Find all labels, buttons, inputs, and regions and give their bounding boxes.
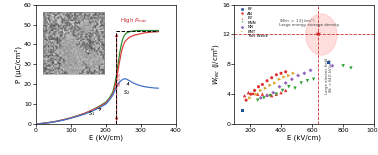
Point	[252, 89, 258, 92]
Point	[340, 65, 346, 67]
Text: Large energy storage density: Large energy storage density	[279, 23, 340, 27]
Point	[259, 83, 265, 86]
Point	[272, 82, 278, 84]
Point	[256, 85, 262, 88]
Point	[286, 85, 292, 88]
Point	[281, 76, 287, 78]
Ellipse shape	[306, 14, 337, 55]
Text: $S_2$: $S_2$	[122, 83, 130, 97]
Point	[311, 78, 317, 80]
X-axis label: E (kV/cm): E (kV/cm)	[89, 135, 123, 141]
Y-axis label: $W_{rec}$ (J/cm³): $W_{rec}$ (J/cm³)	[210, 43, 221, 85]
Point	[273, 73, 279, 76]
Point	[253, 93, 259, 95]
Point	[292, 87, 298, 89]
Point	[264, 94, 270, 96]
Point	[239, 109, 245, 112]
Point	[283, 82, 289, 84]
Point	[315, 33, 321, 35]
Point	[258, 89, 264, 92]
Point	[258, 97, 264, 99]
Point	[269, 77, 275, 79]
Point	[250, 92, 256, 95]
Point	[259, 93, 265, 95]
Point	[269, 94, 275, 97]
Point	[301, 72, 307, 75]
Point	[286, 74, 292, 77]
Text: ($E_b$ > 640 kV/cm): ($E_b$ > 640 kV/cm)	[327, 58, 335, 93]
Point	[255, 93, 261, 95]
Point	[248, 93, 254, 95]
Point	[283, 89, 289, 92]
Point	[273, 93, 279, 95]
Point	[278, 91, 284, 94]
Point	[243, 99, 249, 101]
Point	[262, 87, 268, 89]
Point	[261, 97, 267, 99]
Point	[247, 97, 253, 99]
Point	[329, 65, 335, 67]
Point	[267, 94, 273, 97]
Point	[298, 82, 304, 84]
Point	[278, 72, 284, 75]
Point	[255, 99, 261, 101]
Point	[242, 94, 248, 97]
Point	[273, 93, 279, 95]
Point	[270, 91, 276, 94]
Text: $S_1$: $S_1$	[88, 109, 101, 118]
Legend: BF, AN, BT, KNN, NN, BNT, This Week: BF, AN, BT, KNN, NN, BNT, This Week	[238, 7, 269, 39]
Text: ($W_{rec}$ > 12 J/cm³): ($W_{rec}$ > 12 J/cm³)	[279, 16, 316, 25]
Point	[283, 71, 289, 73]
Point	[264, 80, 270, 82]
Point	[308, 69, 314, 72]
Y-axis label: P (μC/cm²): P (μC/cm²)	[15, 46, 22, 83]
Point	[267, 84, 273, 86]
Point	[295, 74, 301, 77]
Point	[276, 85, 282, 88]
Point	[280, 89, 286, 92]
Point	[276, 78, 282, 80]
Point	[325, 61, 332, 63]
Text: Large electric field: Large electric field	[325, 57, 329, 94]
Point	[245, 91, 251, 94]
Point	[290, 72, 296, 75]
Point	[264, 94, 270, 97]
Text: 50.5%: 50.5%	[118, 72, 121, 86]
Point	[348, 67, 354, 69]
Text: High $E_b$: High $E_b$	[43, 66, 66, 75]
Point	[304, 80, 310, 82]
X-axis label: E (kV/cm): E (kV/cm)	[287, 135, 321, 141]
Point	[289, 78, 295, 80]
Text: High $P_{max}$: High $P_{max}$	[120, 16, 148, 24]
